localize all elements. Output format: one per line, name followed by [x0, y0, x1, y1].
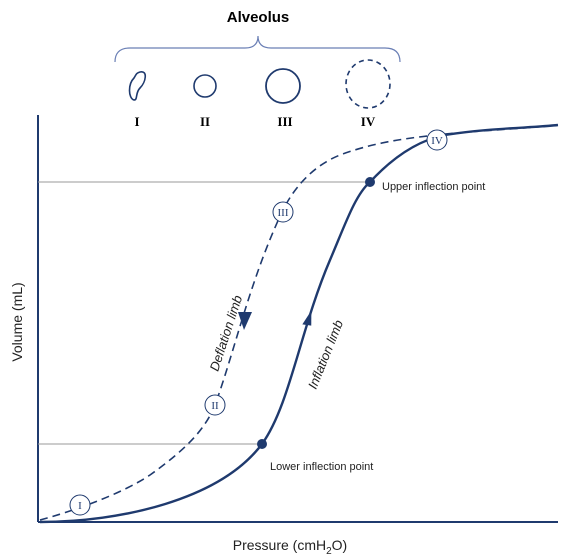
deflation-arrow — [238, 312, 252, 330]
alveolus-small — [194, 75, 216, 97]
curve-marker-label: I — [78, 500, 82, 512]
y-axis-label: Volume (mL) — [9, 282, 25, 361]
alveolus-label: III — [277, 114, 292, 129]
upper-label: Upper inflection point — [382, 181, 485, 193]
curve-marker-label: III — [278, 207, 289, 219]
alveolus-label: IV — [361, 114, 376, 129]
upper-point — [365, 177, 375, 187]
alveolus-label: II — [200, 114, 210, 129]
alveolus-label: I — [134, 114, 139, 129]
curve-marker-label: II — [211, 400, 219, 412]
brace — [115, 36, 400, 62]
x-axis-label: Pressure (cmH2O) — [233, 537, 347, 557]
alveolus-overdistended — [346, 60, 390, 108]
alveolus-title: Alveolus — [227, 9, 290, 26]
x-label-part: Pressure (cmH — [233, 537, 326, 553]
lower-label: Lower inflection point — [270, 461, 373, 473]
alveolus-large — [266, 69, 300, 103]
deflation-label: Deflation limb — [207, 293, 246, 373]
curve-marker-label: IV — [431, 135, 443, 147]
inflation-label: Inflation limb — [305, 318, 346, 391]
x-label-part: O) — [332, 537, 348, 553]
lower-point — [257, 439, 267, 449]
alveolus-collapsed — [130, 72, 146, 100]
diagram: Alveolus I II III IV I II III IV Upper i… — [0, 0, 564, 557]
